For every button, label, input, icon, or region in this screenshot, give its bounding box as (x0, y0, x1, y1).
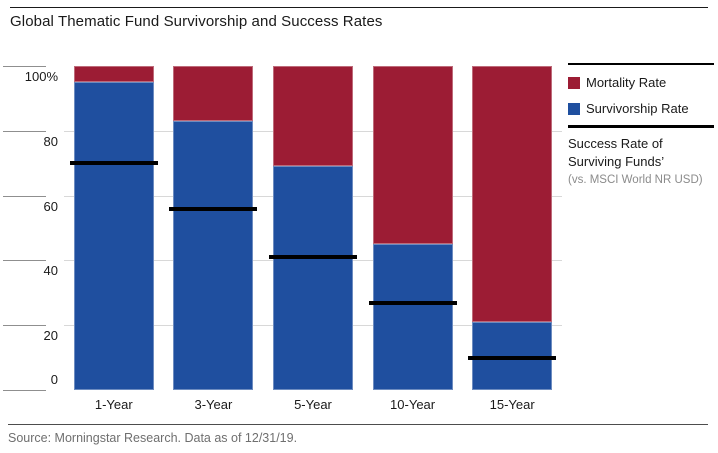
y-tick-line (3, 390, 46, 391)
y-tick-label: 80 (43, 133, 58, 149)
stacked-bar (372, 66, 453, 390)
y-tick-line (3, 195, 46, 197)
legend-item-survivorship: Survivorship Rate (568, 101, 714, 116)
x-label-15-year: 15-Year (489, 397, 535, 412)
legend-top-rule (568, 63, 714, 65)
bar-group-15-year (462, 66, 562, 390)
chart-title: Global Thematic Fund Survivorship and Su… (10, 13, 383, 30)
success-rate-marker (368, 300, 457, 305)
source-note: Source: Morningstar Research. Data as of… (8, 431, 298, 445)
mortality-segment (173, 66, 254, 122)
y-tick-label: 60 (43, 198, 58, 214)
bar-group-3-year (164, 66, 264, 390)
y-tick-line (3, 130, 46, 132)
legend-label-success-rate: Success Rate of Surviving Funds’ (568, 136, 665, 169)
x-label-3-year: 3-Year (194, 397, 233, 412)
survivorship-segment (372, 244, 453, 390)
y-tick-label: 100% (24, 69, 58, 84)
stacked-bar (73, 66, 154, 390)
success-rate-line-icon (568, 125, 714, 128)
mortality-segment (372, 66, 453, 245)
bar-group-1-year (64, 66, 164, 390)
footer-rule (8, 424, 708, 425)
x-label-10-year: 10-Year (390, 397, 436, 412)
mortality-segment (472, 66, 553, 322)
success-rate-marker (468, 355, 557, 360)
y-tick-label: 0 (50, 372, 58, 387)
mortality-segment (272, 66, 353, 167)
success-rate-marker (69, 161, 158, 166)
y-axis: 100% 80 60 40 20 0 (0, 66, 58, 391)
legend-benchmark-note: (vs. MSCI World NR USD) (568, 174, 703, 186)
stacked-bar (472, 66, 553, 390)
y-tick-label: 20 (43, 328, 58, 344)
legend-label-survivorship: Survivorship Rate (586, 101, 689, 116)
bar-group-5-year (263, 66, 363, 390)
mortality-segment (73, 66, 154, 83)
survivorship-segment (173, 121, 254, 390)
y-tick-label: 40 (43, 263, 58, 279)
stacked-bar (272, 66, 353, 390)
y-tick-line (3, 66, 46, 67)
title-top-rule (10, 7, 708, 8)
bar-group-10-year (363, 66, 463, 390)
y-tick-line (3, 260, 46, 262)
success-rate-marker (268, 255, 357, 260)
legend-item-mortality: Mortality Rate (568, 75, 714, 90)
legend: Mortality Rate Survivorship Rate Success… (568, 63, 714, 186)
x-label-5-year: 5-Year (294, 397, 332, 412)
mortality-swatch-icon (568, 76, 580, 89)
survivorship-swatch-icon (568, 102, 580, 115)
stacked-bar (173, 66, 254, 390)
plot-area (64, 66, 562, 390)
success-rate-marker (169, 206, 258, 211)
survivorship-segment (272, 166, 353, 390)
x-label-1-year: 1-Year (94, 397, 133, 412)
y-tick-line (3, 325, 46, 327)
legend-label-mortality: Mortality Rate (586, 75, 667, 90)
survivorship-segment (73, 82, 154, 390)
x-axis-labels: 1-Year 3-Year 5-Year 10-Year 15-Year (64, 397, 562, 412)
